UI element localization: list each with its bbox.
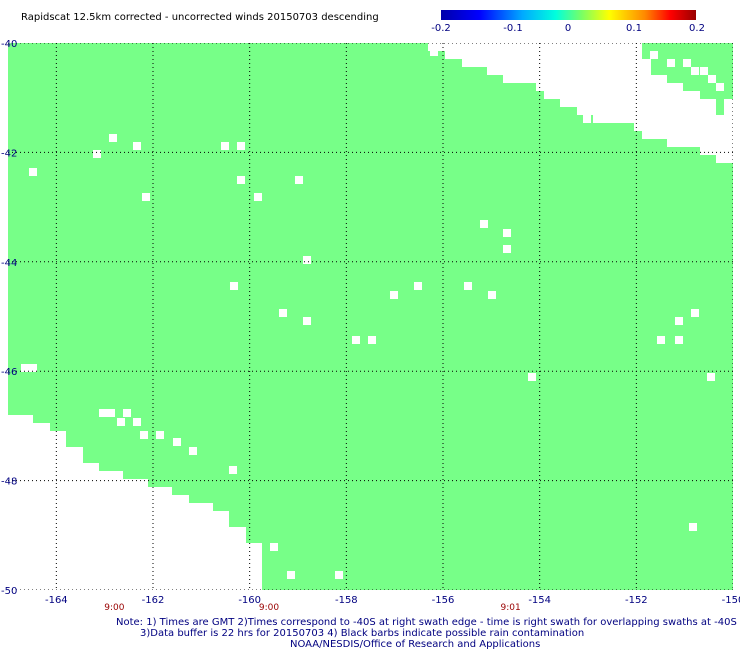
lon-tick-label: -158 (335, 595, 358, 606)
lon-tick-label: -152 (625, 595, 648, 606)
color-bar-gradient (441, 10, 696, 20)
lat-tick-label: -50 (1, 586, 17, 597)
color-bar: -0.2 -0.1 0 0.1 0.2 (431, 10, 705, 34)
wind-swath (8, 43, 733, 590)
colorbar-label: -0.1 (503, 23, 523, 34)
map-title: Rapidscat 12.5km corrected - uncorrected… (21, 12, 379, 23)
lat-tick-label: -48 (1, 477, 17, 488)
lat-tick-label: -42 (1, 148, 17, 159)
map-axes: -164 -162 -160 -158 -156 -154 -152 -150 -40 -42 -4… (1, 39, 740, 613)
note-line-3: NOAA/NESDIS/Office of Research and Appli… (290, 639, 540, 650)
lon-tick-label: -162 (142, 595, 165, 606)
map-gridlines (8, 43, 733, 590)
lon-tick-label: -160 (238, 595, 261, 606)
swath-time-label: 9:01 (501, 603, 521, 613)
note-line-1: Note: 1) Times are GMT 2)Times correspon… (116, 617, 737, 628)
colorbar-label: -0.2 (431, 23, 451, 34)
colorbar-label: 0 (565, 23, 571, 34)
lon-tick-label: -164 (45, 595, 68, 606)
lon-tick-label: -154 (528, 595, 551, 606)
lat-tick-label: -44 (1, 258, 17, 269)
missing-data-cells (21, 48, 733, 579)
colorbar-label: 0.1 (626, 23, 642, 34)
swath-time-label: 9:00 (259, 603, 279, 613)
lat-tick-label: -46 (1, 367, 17, 378)
lat-tick-label: -40 (1, 39, 17, 50)
lon-tick-label: -156 (432, 595, 455, 606)
swath-time-label: 9:00 (104, 603, 124, 613)
note-line-2: 3)Data buffer is 22 hrs for 20150703 4) … (140, 628, 584, 639)
lon-tick-label: -150 (722, 595, 740, 606)
colorbar-label: 0.2 (689, 23, 705, 34)
wind-swath-upper-right (642, 43, 733, 115)
